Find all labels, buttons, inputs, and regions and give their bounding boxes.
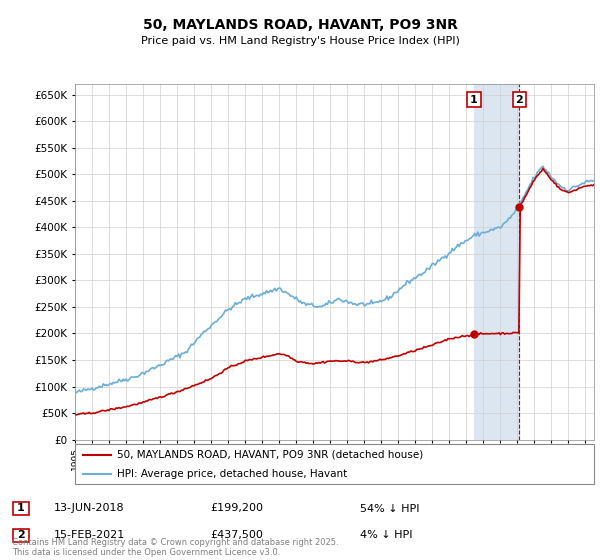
Text: 13-JUN-2018: 13-JUN-2018 — [54, 503, 125, 514]
Text: £437,500: £437,500 — [210, 530, 263, 540]
FancyBboxPatch shape — [13, 529, 29, 542]
FancyBboxPatch shape — [75, 444, 594, 484]
Text: 1: 1 — [17, 503, 25, 514]
Text: Contains HM Land Registry data © Crown copyright and database right 2025.
This d: Contains HM Land Registry data © Crown c… — [12, 538, 338, 557]
Text: 50, MAYLANDS ROAD, HAVANT, PO9 3NR (detached house): 50, MAYLANDS ROAD, HAVANT, PO9 3NR (deta… — [116, 450, 423, 460]
Text: Price paid vs. HM Land Registry's House Price Index (HPI): Price paid vs. HM Land Registry's House … — [140, 36, 460, 46]
Text: £199,200: £199,200 — [210, 503, 263, 514]
Text: 1: 1 — [470, 95, 478, 105]
Text: 15-FEB-2021: 15-FEB-2021 — [54, 530, 125, 540]
FancyBboxPatch shape — [13, 502, 29, 515]
Text: 54% ↓ HPI: 54% ↓ HPI — [360, 503, 419, 514]
Text: HPI: Average price, detached house, Havant: HPI: Average price, detached house, Hava… — [116, 469, 347, 478]
Text: 4% ↓ HPI: 4% ↓ HPI — [360, 530, 413, 540]
Text: 2: 2 — [17, 530, 25, 540]
Bar — [474, 84, 520, 440]
Text: 50, MAYLANDS ROAD, HAVANT, PO9 3NR: 50, MAYLANDS ROAD, HAVANT, PO9 3NR — [143, 18, 457, 32]
Text: 2: 2 — [515, 95, 523, 105]
